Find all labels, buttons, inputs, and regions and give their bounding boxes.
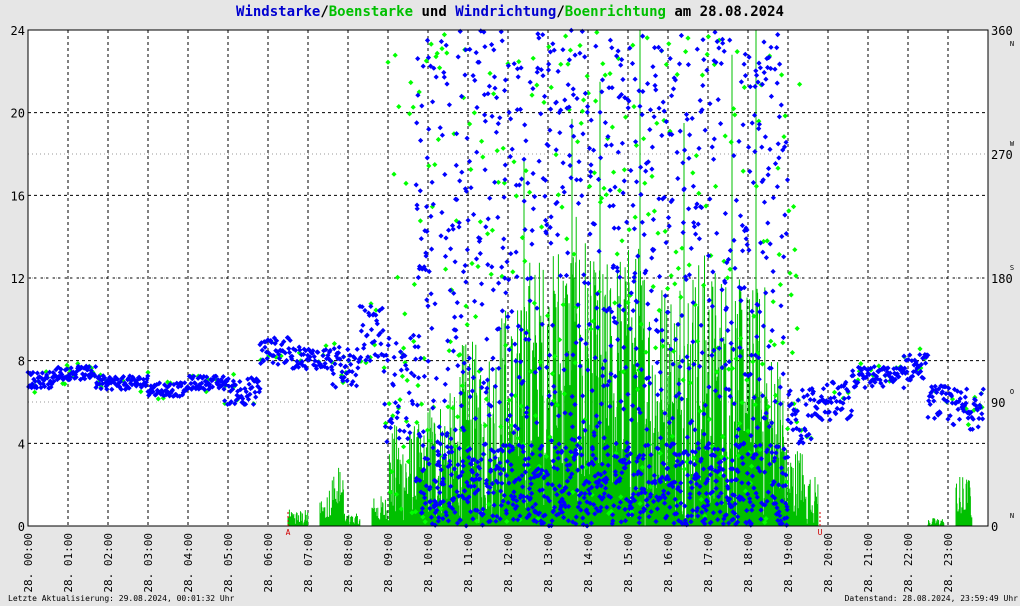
x-tick-label: 28. 13:00: [542, 533, 555, 593]
y-left-tick-label: 16: [11, 189, 25, 203]
compass-label: S: [1010, 264, 1014, 272]
x-tick-label: 28. 05:00: [222, 533, 235, 593]
title-windrichtung: Windrichtung: [455, 4, 557, 20]
footer-data-status: Datenstand: 28.08.2024, 23:59:49 Uhr: [844, 594, 1018, 603]
x-tick-label: 28. 11:00: [462, 533, 475, 593]
x-tick-label: 28. 12:00: [502, 533, 515, 593]
title-boenstarke: Boenstarke: [328, 4, 414, 20]
wind-direction-points: [25, 27, 986, 529]
compass-label: O: [1010, 388, 1014, 396]
title-sep2: /: [556, 4, 565, 20]
x-tick-label: 28. 03:00: [142, 533, 155, 593]
x-tick-label: 28. 04:00: [182, 533, 195, 593]
y-right-tick-label: 0: [991, 520, 998, 534]
compass-label: W: [1010, 140, 1015, 148]
x-tick-label: 28. 21:00: [862, 533, 875, 593]
title-date: am 28.08.2024: [665, 4, 784, 20]
y-left-tick-label: 24: [11, 24, 25, 38]
marker-label-1: U: [818, 528, 823, 537]
x-tick-label: 28. 23:00: [942, 533, 955, 593]
x-tick-label: 28. 06:00: [262, 533, 275, 593]
y-right-tick-label: 180: [991, 272, 1013, 286]
y-left-tick-label: 8: [18, 355, 25, 369]
marker-label-0: A: [286, 528, 291, 537]
y-right-tick-label: 90: [991, 396, 1005, 410]
y-left-tick-label: 0: [18, 520, 25, 534]
x-tick-label: 28. 22:00: [902, 533, 915, 593]
compass-label: N: [1010, 40, 1014, 48]
compass-label: N: [1010, 512, 1014, 520]
y-right-tick-label: 270: [991, 148, 1013, 162]
y-right-tick-label: 360: [991, 24, 1013, 38]
direction-series: [25, 27, 986, 529]
x-tick-label: 28. 15:00: [622, 533, 635, 593]
x-tick-label: 28. 19:00: [782, 533, 795, 593]
title-mid: und: [413, 4, 456, 20]
y-left-tick-label: 4: [18, 437, 25, 451]
x-tick-label: 28. 08:00: [342, 533, 355, 593]
x-tick-label: 28. 00:00: [22, 533, 35, 593]
x-tick-label: 28. 16:00: [662, 533, 675, 593]
footer-last-update: Letzte Aktualisierung: 29.08.2024, 00:01…: [8, 594, 235, 603]
x-tick-label: 28. 14:00: [582, 533, 595, 593]
chart-title: Windstarke/Boenstarke und Windrichtung/B…: [0, 4, 1020, 20]
title-boenrichtung: Boenrichtung: [564, 4, 666, 20]
y-left-tick-label: 20: [11, 107, 25, 121]
x-tick-label: 28. 09:00: [382, 533, 395, 593]
x-tick-label: 28. 20:00: [822, 533, 835, 593]
x-tick-label: 28. 02:00: [102, 533, 115, 593]
x-tick-label: 28. 18:00: [742, 533, 755, 593]
plot-border: [27, 29, 989, 527]
x-tick-label: 28. 10:00: [422, 533, 435, 593]
x-tick-label: 28. 07:00: [302, 533, 315, 593]
y-left-tick-label: 12: [11, 272, 25, 286]
x-tick-label: 28. 01:00: [62, 533, 75, 593]
title-sep1: /: [320, 4, 329, 20]
title-windstarke: Windstarke: [236, 4, 321, 20]
x-tick-label: 28. 17:00: [702, 533, 715, 593]
